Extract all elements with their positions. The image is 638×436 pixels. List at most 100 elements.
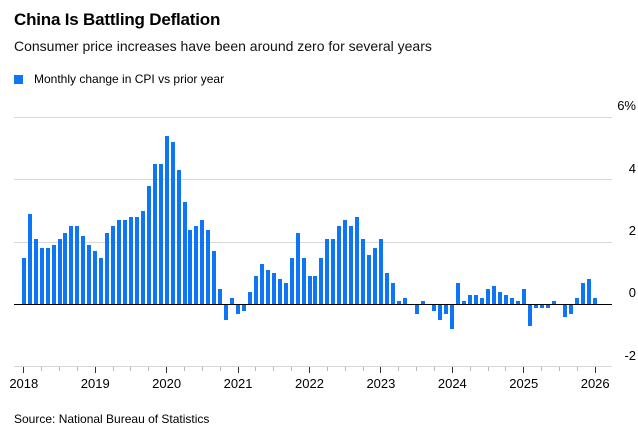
bar xyxy=(402,298,407,305)
bar xyxy=(259,263,264,305)
x-axis-label: 2026 xyxy=(580,376,610,391)
source-note: Source: National Bureau of Statistics xyxy=(14,412,210,426)
bar xyxy=(313,276,318,305)
legend-swatch xyxy=(14,74,23,84)
bar xyxy=(152,164,157,305)
bar xyxy=(265,270,270,305)
gridline xyxy=(14,366,612,368)
bar xyxy=(367,254,372,305)
bar xyxy=(271,273,276,305)
bar xyxy=(39,248,44,305)
minor-tick xyxy=(398,367,400,371)
x-axis-label: 2025 xyxy=(509,376,539,391)
zero-axis-line xyxy=(14,303,612,306)
x-axis-label: 2024 xyxy=(437,376,467,391)
bar xyxy=(581,282,586,305)
bar xyxy=(307,276,312,305)
bar xyxy=(283,282,288,305)
bar xyxy=(242,304,247,311)
bar xyxy=(93,251,98,305)
x-axis-label: 2023 xyxy=(366,376,396,391)
bar xyxy=(492,285,496,305)
bar xyxy=(438,304,443,320)
minor-tick xyxy=(505,367,507,371)
minor-tick xyxy=(273,367,275,371)
minor-tick xyxy=(362,367,364,371)
y-axis-label: 6% xyxy=(617,98,636,114)
bar xyxy=(188,229,193,305)
gridline xyxy=(14,179,612,181)
minor-tick xyxy=(41,367,43,371)
bar xyxy=(170,142,175,305)
bar xyxy=(236,304,241,314)
minor-tick xyxy=(219,367,221,371)
x-axis-label: 2018 xyxy=(9,376,39,391)
bar xyxy=(105,232,110,305)
x-axis-label: 2022 xyxy=(295,376,324,391)
bar xyxy=(111,226,116,305)
bar xyxy=(521,288,526,305)
bar xyxy=(414,304,419,314)
page-subtitle: Consumer price increases have been aroun… xyxy=(14,38,432,54)
page-title: China Is Battling Deflation xyxy=(14,10,221,29)
bar xyxy=(140,210,145,305)
bar xyxy=(134,217,139,305)
gridline xyxy=(14,116,612,118)
y-axis-label: 4 xyxy=(628,160,636,176)
bar xyxy=(253,276,258,305)
bar xyxy=(527,304,532,327)
bar xyxy=(480,298,485,305)
bar xyxy=(432,304,437,311)
minor-tick xyxy=(469,367,471,371)
bar xyxy=(378,238,383,305)
year-tick xyxy=(451,367,453,373)
bar xyxy=(384,273,389,305)
bar xyxy=(218,288,223,305)
bar xyxy=(593,298,598,305)
bar xyxy=(456,282,461,305)
bar xyxy=(361,238,366,305)
bar xyxy=(122,220,127,305)
bar xyxy=(57,238,62,305)
bar xyxy=(81,235,86,305)
bar xyxy=(63,232,68,305)
bar xyxy=(319,257,324,305)
bar xyxy=(533,304,538,308)
x-axis-label: 2019 xyxy=(80,376,110,391)
bar xyxy=(444,304,449,314)
bar xyxy=(331,238,336,305)
bar xyxy=(128,217,133,305)
gridline xyxy=(14,241,612,243)
bar xyxy=(355,217,360,305)
year-tick xyxy=(523,367,525,373)
bar xyxy=(45,248,50,305)
bar xyxy=(462,301,467,305)
bar xyxy=(146,185,151,305)
bar xyxy=(51,245,56,305)
minor-tick xyxy=(255,367,257,371)
bar xyxy=(509,298,514,305)
bar xyxy=(343,220,348,305)
bar xyxy=(420,301,425,305)
y-axis-label: 2 xyxy=(628,223,636,239)
bar xyxy=(230,298,235,305)
bar xyxy=(450,304,455,330)
bar xyxy=(569,304,574,314)
bar xyxy=(206,229,211,305)
bar xyxy=(194,226,199,305)
bar xyxy=(545,304,550,308)
bar xyxy=(176,170,181,305)
bar xyxy=(325,238,330,305)
minor-tick xyxy=(291,367,293,371)
bar xyxy=(575,298,580,305)
y-axis-label: 0 xyxy=(628,285,636,301)
bar xyxy=(33,238,38,305)
minor-tick xyxy=(201,367,203,371)
bar xyxy=(75,226,80,305)
minor-tick xyxy=(416,367,418,371)
x-axis-label: 2021 xyxy=(223,376,253,391)
bar xyxy=(27,213,32,305)
bar xyxy=(503,295,508,305)
